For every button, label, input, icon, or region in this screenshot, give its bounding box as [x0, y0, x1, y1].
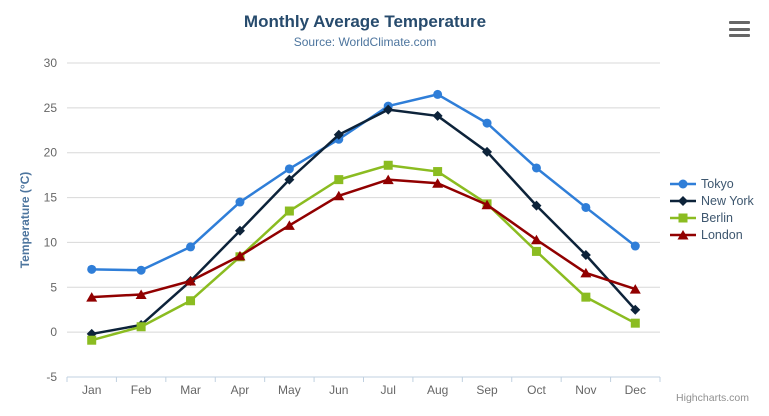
series-line-tokyo[interactable]: [90, 93, 637, 272]
x-axis-label: Apr: [231, 383, 250, 397]
data-point-new-york[interactable]: [234, 225, 245, 236]
data-point-tokyo[interactable]: [482, 118, 492, 128]
data-point-new-york[interactable]: [482, 146, 493, 157]
data-point-berlin[interactable]: [87, 335, 97, 345]
x-axis-label: Aug: [427, 383, 448, 397]
legend-marker-circle-icon: [670, 179, 696, 188]
legend-marker-triangle-icon: [670, 229, 696, 240]
hamburger-icon: [729, 27, 750, 31]
legend-item-tokyo[interactable]: Tokyo: [670, 175, 754, 192]
legend-label: London: [701, 227, 743, 242]
data-point-new-york[interactable]: [630, 304, 641, 315]
data-point-berlin[interactable]: [630, 318, 640, 328]
data-point-london[interactable]: [432, 178, 444, 188]
legend-marker-square-icon: [670, 213, 696, 222]
data-point-london[interactable]: [530, 234, 542, 245]
data-point-new-york[interactable]: [580, 249, 591, 260]
data-point-london[interactable]: [580, 267, 592, 278]
y-axis-label: 25: [44, 101, 58, 115]
data-point-berlin[interactable]: [531, 246, 541, 256]
data-point-tokyo[interactable]: [581, 202, 591, 212]
data-point-london[interactable]: [234, 250, 246, 261]
legend-item-london[interactable]: London: [670, 226, 754, 243]
legend-symbol[interactable]: [678, 213, 688, 222]
series-new-york: [86, 104, 641, 339]
data-point-berlin[interactable]: [186, 296, 196, 306]
data-point-london[interactable]: [185, 276, 197, 286]
y-axis-label: 10: [44, 235, 58, 249]
data-point-tokyo[interactable]: [136, 265, 146, 275]
data-point-london[interactable]: [382, 174, 394, 185]
legend-item-berlin[interactable]: Berlin: [670, 209, 754, 226]
data-point-tokyo[interactable]: [433, 89, 443, 99]
y-axis-label: 5: [50, 280, 57, 294]
legend-symbol[interactable]: [677, 229, 689, 240]
data-point-tokyo[interactable]: [186, 242, 196, 252]
data-point-berlin[interactable]: [433, 167, 443, 177]
data-point-tokyo[interactable]: [531, 163, 541, 173]
y-axis-label: 20: [44, 146, 58, 160]
x-axis-label: Sep: [476, 383, 498, 397]
legend-label: New York: [701, 193, 754, 208]
chart-title: Monthly Average Temperature: [243, 12, 487, 31]
legend-label: Berlin: [701, 210, 733, 225]
x-axis-label: Feb: [131, 383, 152, 397]
data-point-berlin[interactable]: [383, 160, 393, 170]
data-point-london[interactable]: [283, 220, 295, 230]
series-line-london[interactable]: [90, 178, 637, 299]
x-axis-label: Jun: [329, 383, 348, 397]
chart-subtitle: Source: WorldClimate.com: [293, 35, 437, 49]
data-point-london[interactable]: [333, 190, 345, 201]
data-point-london[interactable]: [86, 292, 98, 302]
legend-label: Tokyo: [701, 176, 734, 191]
data-point-tokyo[interactable]: [87, 264, 97, 274]
data-point-london[interactable]: [481, 199, 493, 210]
x-axis-label: Oct: [527, 383, 546, 397]
data-point-new-york[interactable]: [531, 200, 542, 211]
series-line-berlin[interactable]: [90, 164, 637, 342]
data-point-berlin[interactable]: [136, 322, 146, 332]
data-point-berlin[interactable]: [581, 292, 591, 302]
series-london: [86, 174, 641, 302]
legend-marker-diamond-icon: [670, 195, 696, 206]
x-axis-label: Dec: [625, 383, 646, 397]
data-point-new-york[interactable]: [383, 104, 394, 115]
data-point-tokyo[interactable]: [284, 164, 294, 174]
x-axis-label: Nov: [575, 383, 596, 397]
series-line-new-york[interactable]: [90, 108, 637, 336]
series-tokyo: [87, 89, 640, 275]
data-point-london[interactable]: [135, 289, 147, 299]
legend-symbol[interactable]: [678, 195, 688, 206]
y-axis-label: 15: [44, 191, 58, 205]
x-axis-label: Jan: [82, 383, 101, 397]
data-point-berlin[interactable]: [334, 175, 344, 185]
hamburger-icon: [729, 34, 750, 37]
data-point-new-york[interactable]: [284, 174, 295, 185]
x-axis-label: Jul: [381, 383, 396, 397]
data-point-london[interactable]: [629, 284, 641, 294]
data-point-new-york[interactable]: [432, 110, 443, 121]
legend: Tokyo New York Berlin London: [670, 175, 754, 243]
export-menu-button[interactable]: [729, 21, 750, 37]
x-axis-label: May: [278, 383, 301, 397]
x-axis-label: Mar: [180, 383, 201, 397]
hamburger-icon: [729, 21, 750, 24]
data-point-berlin[interactable]: [284, 206, 294, 216]
data-point-new-york[interactable]: [333, 129, 344, 140]
legend-item-new-york[interactable]: New York: [670, 192, 754, 209]
y-axis-label: 0: [50, 325, 57, 339]
legend-symbol[interactable]: [678, 179, 688, 188]
y-axis-label: 30: [44, 56, 58, 70]
y-axis-label: -5: [46, 370, 57, 384]
highcharts-credit-link[interactable]: Highcharts.com: [676, 392, 749, 404]
data-point-tokyo[interactable]: [630, 241, 640, 251]
data-point-tokyo[interactable]: [235, 197, 245, 207]
y-axis-title: Temperature (°C): [18, 171, 32, 269]
